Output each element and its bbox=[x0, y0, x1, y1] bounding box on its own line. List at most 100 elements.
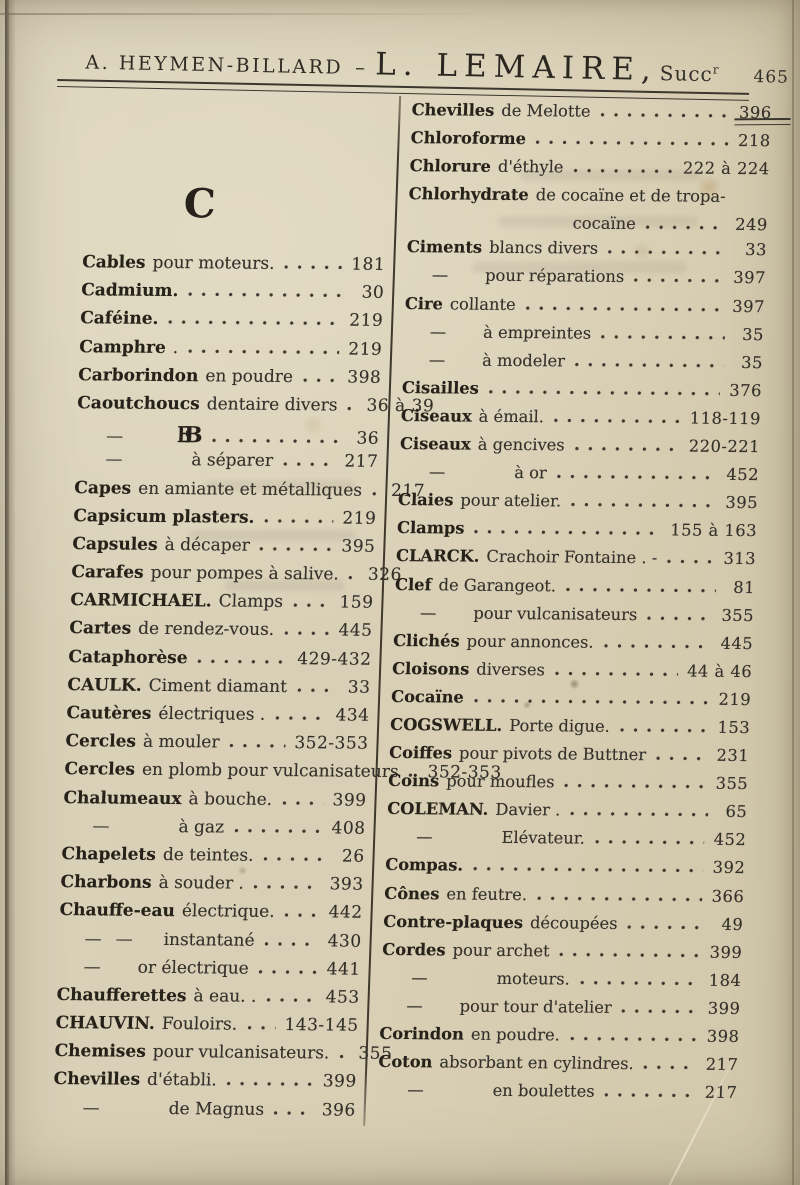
ditto-dash: — bbox=[82, 1097, 101, 1119]
dot-leader bbox=[574, 362, 724, 368]
entry-page-number: 376 bbox=[729, 380, 763, 401]
entry-page-number: 33 bbox=[347, 677, 371, 698]
index-entry: — — Cataphorèse 429-432 bbox=[68, 647, 372, 678]
entry-descriptor: à décaper bbox=[164, 534, 251, 556]
section-letter-c: C bbox=[183, 180, 219, 228]
entry-descriptor: instantané bbox=[163, 929, 255, 951]
entry-term: Chemises bbox=[54, 1041, 147, 1063]
index-entry: — — Cordes pour archet 399 bbox=[382, 940, 743, 971]
dot-leader bbox=[282, 462, 336, 467]
entry-page-number: 392 bbox=[712, 858, 746, 878]
entry-term: Cartes bbox=[69, 618, 132, 640]
index-entry: — — or électrique 441 bbox=[57, 957, 361, 988]
ditto-dash: — bbox=[411, 967, 428, 988]
dot-leader bbox=[621, 1008, 699, 1014]
entry-term: Clichés bbox=[392, 630, 461, 651]
ditto-dash: — bbox=[419, 602, 437, 622]
entry-term: Ciseaux bbox=[399, 434, 472, 454]
entry-page-number: 220-221 bbox=[688, 436, 761, 457]
dot-leader bbox=[284, 264, 343, 270]
entry-descriptor: à séparer bbox=[191, 450, 274, 472]
entry-term: Clamps bbox=[396, 518, 465, 538]
index-entry: — — Cables pour moteurs. 181 bbox=[82, 252, 386, 283]
dot-leader bbox=[258, 969, 318, 975]
entry-descriptor: électriques . bbox=[158, 703, 266, 725]
index-entry: — — Chauffe-eau électrique. 442 bbox=[59, 900, 363, 931]
index-column-left: C — — Cables pour moteurs. 181 — — Cadmi… bbox=[52, 147, 502, 1128]
index-entry: — — Carafes pour pompes à salive. 326 bbox=[71, 562, 402, 593]
entry-descriptor: pour réparations bbox=[484, 266, 625, 287]
entry-descriptor: à émail. bbox=[478, 406, 545, 427]
entry-page-number: 118-119 bbox=[689, 408, 762, 429]
entry-descriptor: à eau. . bbox=[193, 986, 257, 1007]
index-entry: — — à empreintes 35 bbox=[403, 322, 765, 353]
index-entry: — — Compas. 392 bbox=[385, 855, 746, 886]
index-entry: — — COGSWELL. Porte digue. 153 bbox=[390, 715, 751, 746]
dot-leader bbox=[302, 377, 339, 383]
entry-page-number: 430 bbox=[327, 930, 362, 952]
entry-term: CAULK. bbox=[67, 674, 143, 696]
entry-term: Cônes bbox=[383, 883, 440, 903]
dot-leader bbox=[535, 140, 730, 146]
entry-page-number: 36 bbox=[356, 428, 380, 449]
entry-term: Chevilles bbox=[53, 1069, 141, 1091]
entry-descriptor: de Garangeot. bbox=[438, 574, 557, 595]
dot-leader bbox=[536, 895, 703, 902]
entry-term: COLEMAN. bbox=[386, 799, 489, 820]
entry-term: Cables bbox=[81, 252, 146, 273]
dot-leader bbox=[273, 1110, 313, 1115]
dot-leader bbox=[339, 1054, 350, 1059]
ditto-dash: — bbox=[406, 995, 424, 1016]
index-entry: — — Cartes de rendez-vous. 445 bbox=[69, 619, 373, 650]
index-entry: — — moteurs. 184 bbox=[381, 968, 742, 999]
entry-page-number: 395 bbox=[341, 536, 376, 557]
entry-term: Cisailles bbox=[401, 377, 480, 398]
entry-page-number: 452 bbox=[726, 464, 760, 485]
entry-descriptor: de Magnus bbox=[168, 1098, 265, 1120]
dot-leader bbox=[655, 756, 708, 761]
entry-page-number: 355 bbox=[715, 773, 749, 794]
index-entry: — — COLEMAN. Davier . 65 bbox=[387, 799, 748, 830]
entry-descriptor: en poudre. bbox=[470, 1024, 561, 1045]
dot-leader bbox=[284, 913, 320, 918]
entry-page-number: 49 bbox=[721, 914, 744, 934]
entry-term: Contre-plaques bbox=[383, 911, 524, 932]
dot-leader bbox=[296, 687, 332, 693]
entry-descriptor: d'éthyle bbox=[497, 157, 564, 177]
entry-descriptor: or électrique bbox=[137, 957, 250, 979]
index-entry: — — Cercles à mouler 352-353 bbox=[65, 731, 369, 762]
entry-page-number: 393 bbox=[329, 874, 364, 895]
entry-term: Cercles bbox=[65, 731, 137, 752]
dot-leader bbox=[284, 631, 330, 636]
entry-page-number: 395 bbox=[725, 493, 759, 513]
dot-leader bbox=[281, 800, 324, 805]
entry-descriptor: cocaïne bbox=[572, 213, 637, 234]
entry-descriptor: en feutre. bbox=[446, 883, 528, 904]
entry-term: Capes bbox=[74, 477, 132, 499]
dot-leader bbox=[259, 546, 333, 552]
page-edge-shadow-right bbox=[792, 0, 794, 1185]
entry-term: Compas. bbox=[384, 855, 464, 876]
entry-page-number: 65 bbox=[725, 802, 748, 822]
entry-term: Coton bbox=[378, 1051, 433, 1072]
index-entry: — — Ciseaux à émail. 118-119 bbox=[400, 406, 762, 437]
index-entry: — — CAULK. Ciment diamant 33 bbox=[67, 675, 371, 706]
entry-descriptor: dentaire divers bbox=[206, 394, 338, 416]
index-entry: — — Ciseaux à gencives 220-221 bbox=[399, 434, 761, 465]
entry-term: Cataphorèse bbox=[68, 646, 188, 668]
entry-descriptor: de rendez-vous. bbox=[137, 619, 275, 641]
dot-leader bbox=[472, 867, 704, 874]
entry-term: Ciments bbox=[406, 237, 483, 258]
entry-descriptor: à mouler bbox=[142, 731, 220, 753]
entry-descriptor: à or bbox=[513, 463, 548, 483]
entry-term: Coins bbox=[387, 771, 440, 791]
entry-page-number: 399 bbox=[707, 998, 741, 1018]
dot-leader bbox=[559, 952, 701, 958]
entry-page-number: 355 bbox=[721, 605, 755, 625]
dot-leader bbox=[348, 575, 359, 580]
index-entry: — — Corindon en poudre. 398 bbox=[379, 1024, 740, 1055]
entry-descriptor: de cocaïne et de tropa- bbox=[535, 185, 726, 207]
entry-page-number: 445 bbox=[720, 633, 754, 653]
entry-page-number: 153 bbox=[717, 717, 751, 738]
entry-term: Clef bbox=[394, 574, 432, 594]
